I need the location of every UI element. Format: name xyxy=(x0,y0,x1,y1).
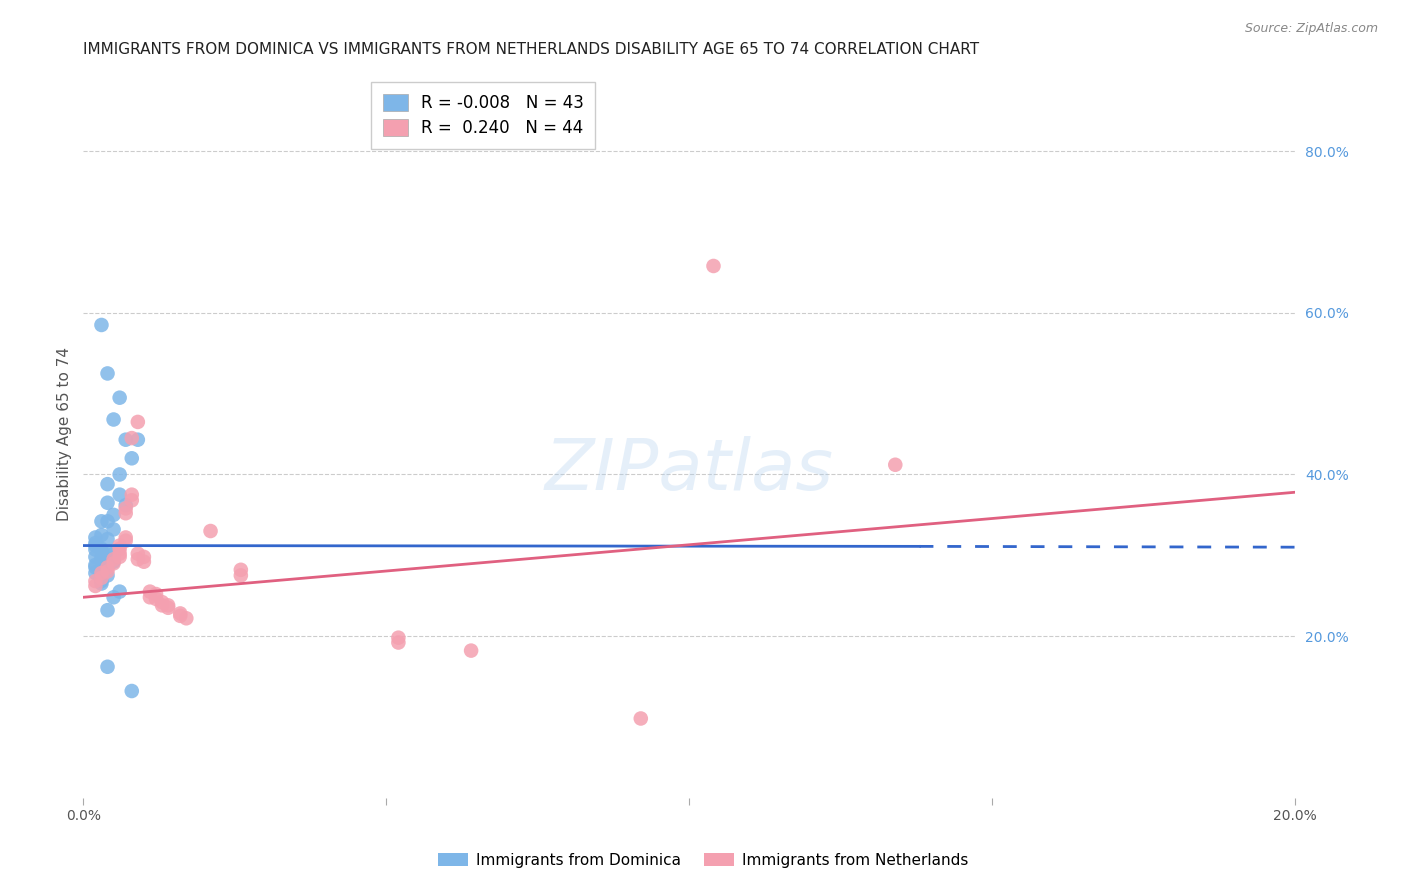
Point xyxy=(127,415,149,429)
Point xyxy=(96,603,118,617)
Point xyxy=(90,551,112,566)
Point xyxy=(84,539,107,553)
Point xyxy=(96,532,118,546)
Point xyxy=(127,547,149,561)
Point xyxy=(84,574,107,588)
Point xyxy=(84,579,107,593)
Legend: Immigrants from Dominica, Immigrants from Netherlands: Immigrants from Dominica, Immigrants fro… xyxy=(430,845,976,875)
Point xyxy=(132,549,155,564)
Point xyxy=(96,546,118,560)
Point xyxy=(96,367,118,381)
Point xyxy=(114,531,136,545)
Point xyxy=(84,560,107,574)
Point xyxy=(108,488,131,502)
Point xyxy=(200,524,222,538)
Point xyxy=(96,514,118,528)
Point xyxy=(84,542,107,557)
Point xyxy=(84,536,107,550)
Point xyxy=(884,458,907,472)
Point xyxy=(150,599,173,613)
Point xyxy=(157,599,180,613)
Point xyxy=(96,568,118,582)
Point xyxy=(127,552,149,566)
Point xyxy=(145,587,167,601)
Y-axis label: Disability Age 65 to 74: Disability Age 65 to 74 xyxy=(58,347,72,521)
Legend: R = -0.008   N = 43, R =  0.240   N = 44: R = -0.008 N = 43, R = 0.240 N = 44 xyxy=(371,82,596,149)
Point xyxy=(84,531,107,545)
Point xyxy=(702,259,724,273)
Point xyxy=(96,560,118,574)
Point xyxy=(103,552,125,566)
Point xyxy=(121,493,143,508)
Point xyxy=(96,496,118,510)
Point xyxy=(169,607,191,621)
Point xyxy=(108,539,131,553)
Point xyxy=(121,451,143,466)
Point xyxy=(90,566,112,580)
Point xyxy=(108,467,131,482)
Point xyxy=(121,488,143,502)
Point xyxy=(132,555,155,569)
Point xyxy=(114,533,136,548)
Point xyxy=(169,608,191,623)
Point xyxy=(108,549,131,564)
Point xyxy=(90,576,112,591)
Point xyxy=(103,547,125,561)
Point xyxy=(387,635,409,649)
Point xyxy=(96,565,118,579)
Point xyxy=(90,514,112,528)
Point xyxy=(114,433,136,447)
Point xyxy=(108,584,131,599)
Point xyxy=(90,541,112,556)
Point xyxy=(108,391,131,405)
Point xyxy=(103,591,125,605)
Text: IMMIGRANTS FROM DOMINICA VS IMMIGRANTS FROM NETHERLANDS DISABILITY AGE 65 TO 74 : IMMIGRANTS FROM DOMINICA VS IMMIGRANTS F… xyxy=(83,42,980,57)
Point xyxy=(84,549,107,564)
Point xyxy=(387,631,409,645)
Point xyxy=(127,433,149,447)
Point xyxy=(108,541,131,556)
Point xyxy=(150,595,173,609)
Point xyxy=(103,412,125,426)
Point xyxy=(139,584,162,599)
Point xyxy=(460,643,482,657)
Point xyxy=(96,659,118,673)
Point xyxy=(139,591,162,605)
Point xyxy=(229,568,252,582)
Point xyxy=(84,566,107,580)
Point xyxy=(114,498,136,512)
Point xyxy=(114,506,136,520)
Point xyxy=(103,508,125,522)
Point xyxy=(103,555,125,569)
Point xyxy=(90,318,112,332)
Point xyxy=(96,477,118,491)
Point xyxy=(90,562,112,576)
Point xyxy=(90,528,112,542)
Point xyxy=(157,600,180,615)
Point xyxy=(145,591,167,606)
Point xyxy=(90,574,112,588)
Point xyxy=(103,557,125,571)
Point xyxy=(96,554,118,568)
Point xyxy=(108,547,131,561)
Text: ZIPatlas: ZIPatlas xyxy=(544,436,834,505)
Point xyxy=(121,684,143,698)
Point xyxy=(229,563,252,577)
Point xyxy=(90,571,112,585)
Point xyxy=(630,711,652,725)
Point xyxy=(103,522,125,536)
Text: Source: ZipAtlas.com: Source: ZipAtlas.com xyxy=(1244,22,1378,36)
Point xyxy=(84,558,107,572)
Point xyxy=(90,553,112,567)
Point xyxy=(176,611,198,625)
Point xyxy=(114,501,136,516)
Point xyxy=(90,544,112,558)
Point xyxy=(121,431,143,445)
